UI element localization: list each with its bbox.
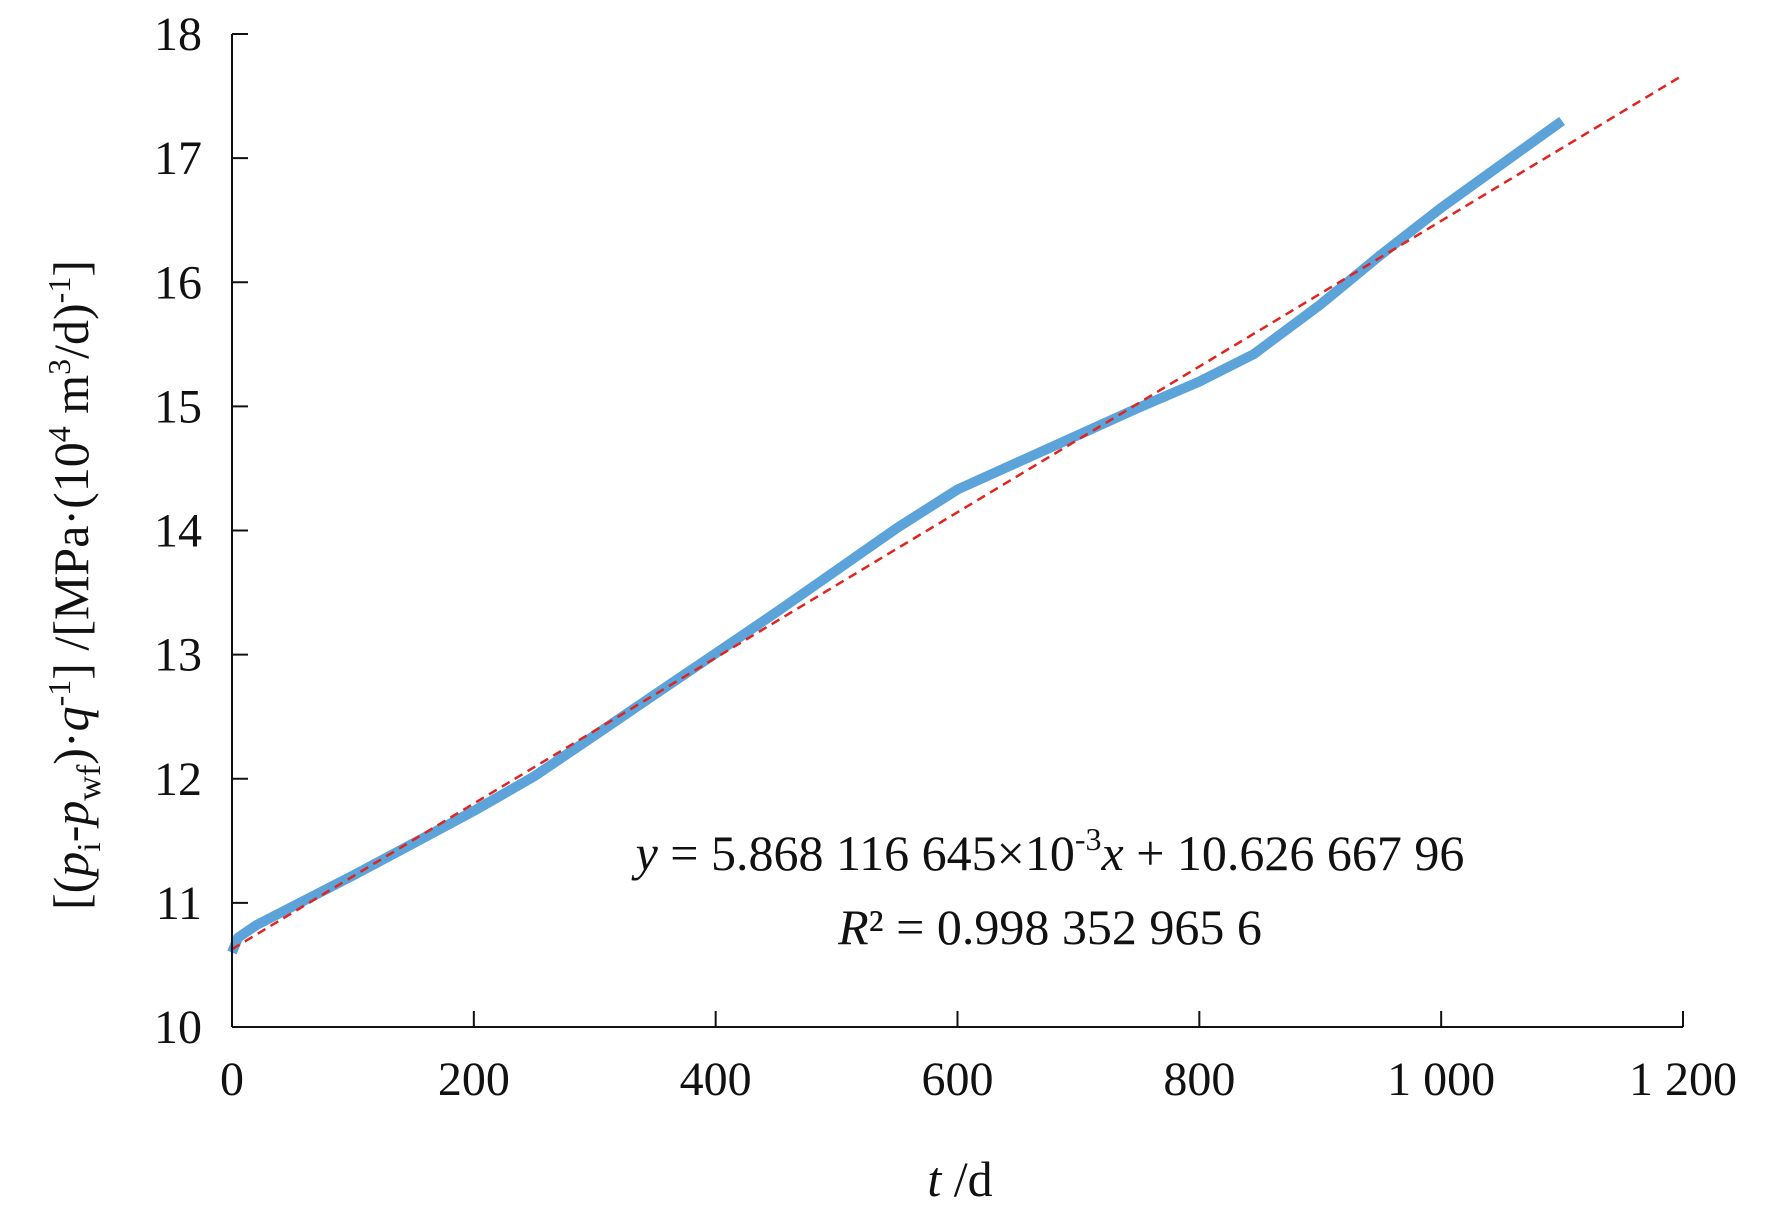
r-squared: R² = 0.998 352 965 6 [837,899,1262,955]
y-tick-label: 15 [154,380,202,433]
y-tick-label: 16 [154,256,202,309]
y-axis-title: [(pi-pwf)·q-1] /[MPa·(104 m3/d)-1] [41,260,108,910]
x-tick-label: 1 000 [1387,1053,1495,1106]
x-tick-label: 200 [438,1053,510,1106]
y-tick-label: 11 [156,877,202,930]
y-tick-label: 18 [154,8,202,61]
x-tick-label: 600 [922,1053,994,1106]
x-tick-label: 0 [220,1053,244,1106]
series-layer [227,74,1684,955]
regression-equation: y = 5.868 116 645×10-3x + 10.626 667 96 [631,821,1465,881]
x-tick-label: 1 200 [1629,1053,1737,1106]
x-tick-label: 400 [680,1053,752,1106]
y-tick-label: 13 [154,629,202,682]
x-axis: 0 200 400 600 800 1 000 1 200 [220,1011,1737,1106]
y-axis: 10 11 12 13 14 15 16 17 18 [154,8,248,1054]
y-tick-label: 17 [154,132,202,185]
x-tick-label: 800 [1163,1053,1235,1106]
trendline-series [231,74,1684,951]
y-tick-label: 12 [154,753,202,806]
y-tick-label: 14 [154,505,202,558]
x-axis-title: t /d [927,1151,992,1207]
y-tick-label: 10 [154,1001,202,1054]
